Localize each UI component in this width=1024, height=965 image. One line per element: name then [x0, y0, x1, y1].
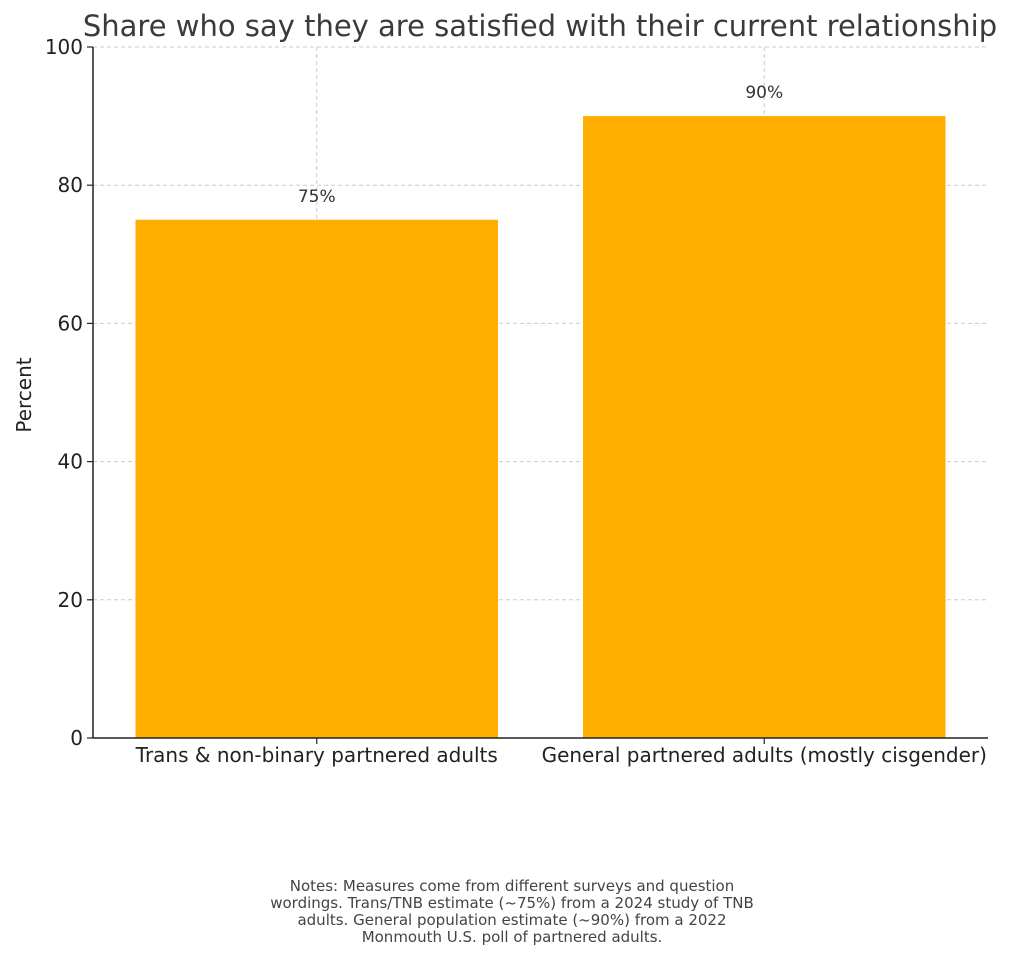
data-labels: 75% 90% — [298, 83, 783, 207]
axes — [87, 46, 988, 744]
chart-notes: Notes: Measures come from different surv… — [212, 878, 812, 946]
data-label: 75% — [298, 187, 336, 207]
data-label: 90% — [745, 83, 783, 103]
y-tick-label: 60 — [58, 311, 83, 335]
chart-title: Share who say they are satisfied with th… — [83, 9, 997, 43]
y-tick-label: 80 — [58, 173, 83, 197]
bars — [135, 116, 946, 739]
y-tick-label: 20 — [58, 588, 83, 612]
x-tick-label: Trans & non-binary partnered adults — [135, 743, 498, 767]
y-axis-label: Percent — [12, 357, 36, 432]
x-tick-label: General partnered adults (mostly cisgend… — [542, 743, 987, 767]
notes-line: wordings. Trans/TNB estimate (~75%) from… — [270, 894, 754, 912]
y-tick-label: 40 — [58, 450, 83, 474]
notes-line: Monmouth U.S. poll of partnered adults. — [361, 928, 663, 946]
y-tick-label: 100 — [45, 35, 83, 59]
bar — [583, 116, 946, 739]
y-tick-label: 0 — [70, 726, 83, 750]
notes-line: adults. General population estimate (~90… — [297, 911, 727, 929]
x-tick-labels: Trans & non-binary partnered adults Gener… — [135, 743, 987, 767]
bar — [135, 219, 498, 738]
y-tick-labels: 0 20 40 60 80 100 — [45, 35, 83, 750]
notes-line: Notes: Measures come from different surv… — [289, 877, 735, 895]
